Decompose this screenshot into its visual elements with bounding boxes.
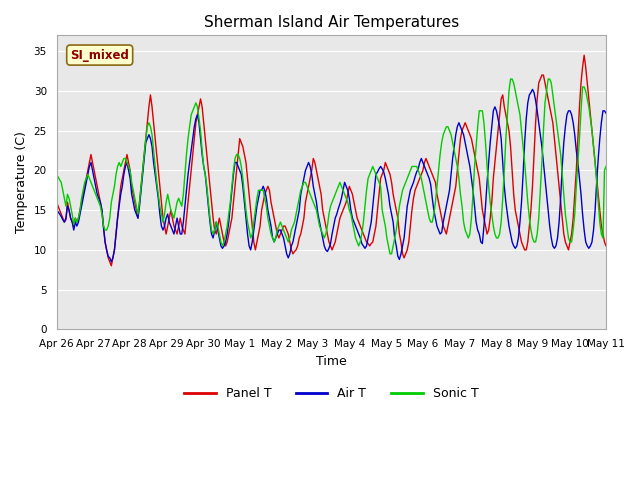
Text: SI_mixed: SI_mixed [70, 48, 129, 61]
Legend: Panel T, Air T, Sonic T: Panel T, Air T, Sonic T [179, 383, 483, 406]
X-axis label: Time: Time [316, 355, 347, 368]
Title: Sherman Island Air Temperatures: Sherman Island Air Temperatures [204, 15, 459, 30]
Y-axis label: Temperature (C): Temperature (C) [15, 132, 28, 233]
